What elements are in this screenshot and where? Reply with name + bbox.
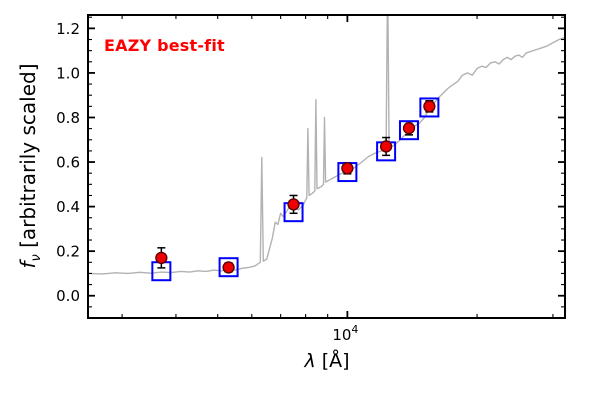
y-tick-label: 0.4 xyxy=(56,198,80,216)
observed-photometry-point xyxy=(155,251,168,264)
observed-photometry-point xyxy=(423,100,436,113)
model-photometry-group xyxy=(151,97,440,282)
model-photometry-square xyxy=(398,120,419,141)
y-tick-label: 0.8 xyxy=(56,109,80,127)
observed-photometry-point xyxy=(222,261,235,274)
model-photometry-square xyxy=(218,257,239,278)
y-axis-label-f: f xyxy=(16,261,40,269)
observed-photometry-point xyxy=(379,140,393,153)
bestfit-annotation: EAZY best-fit xyxy=(104,36,225,55)
observed-photometry-group xyxy=(155,100,436,274)
y-axis-label: fν [arbitrarily scaled] xyxy=(16,63,44,268)
y-tick-label: 1.2 xyxy=(56,20,80,38)
y-tick-label: 0.6 xyxy=(56,154,80,172)
y-tick-label: 0.2 xyxy=(56,243,80,261)
model-photometry-square xyxy=(419,97,440,118)
y-tick-label: 0.0 xyxy=(56,287,80,305)
observed-photometry-point xyxy=(287,198,300,211)
observed-photometry-point xyxy=(341,162,354,175)
error-bars xyxy=(157,100,434,273)
x-tick-label: 104 xyxy=(332,323,358,344)
axes-frame xyxy=(87,14,566,319)
y-tick-label: 1.0 xyxy=(56,64,80,82)
axis-ticks xyxy=(88,15,565,319)
y-axis-label-text: [arbitrarily scaled] xyxy=(16,63,40,255)
x-axis-label-lambda: λ xyxy=(304,350,316,372)
x-axis-label: λ [Å] xyxy=(304,350,349,372)
x-axis-label-text: [Å] xyxy=(315,350,350,372)
y-axis-label-nu: ν xyxy=(29,254,44,262)
observed-photometry-point xyxy=(402,122,416,135)
